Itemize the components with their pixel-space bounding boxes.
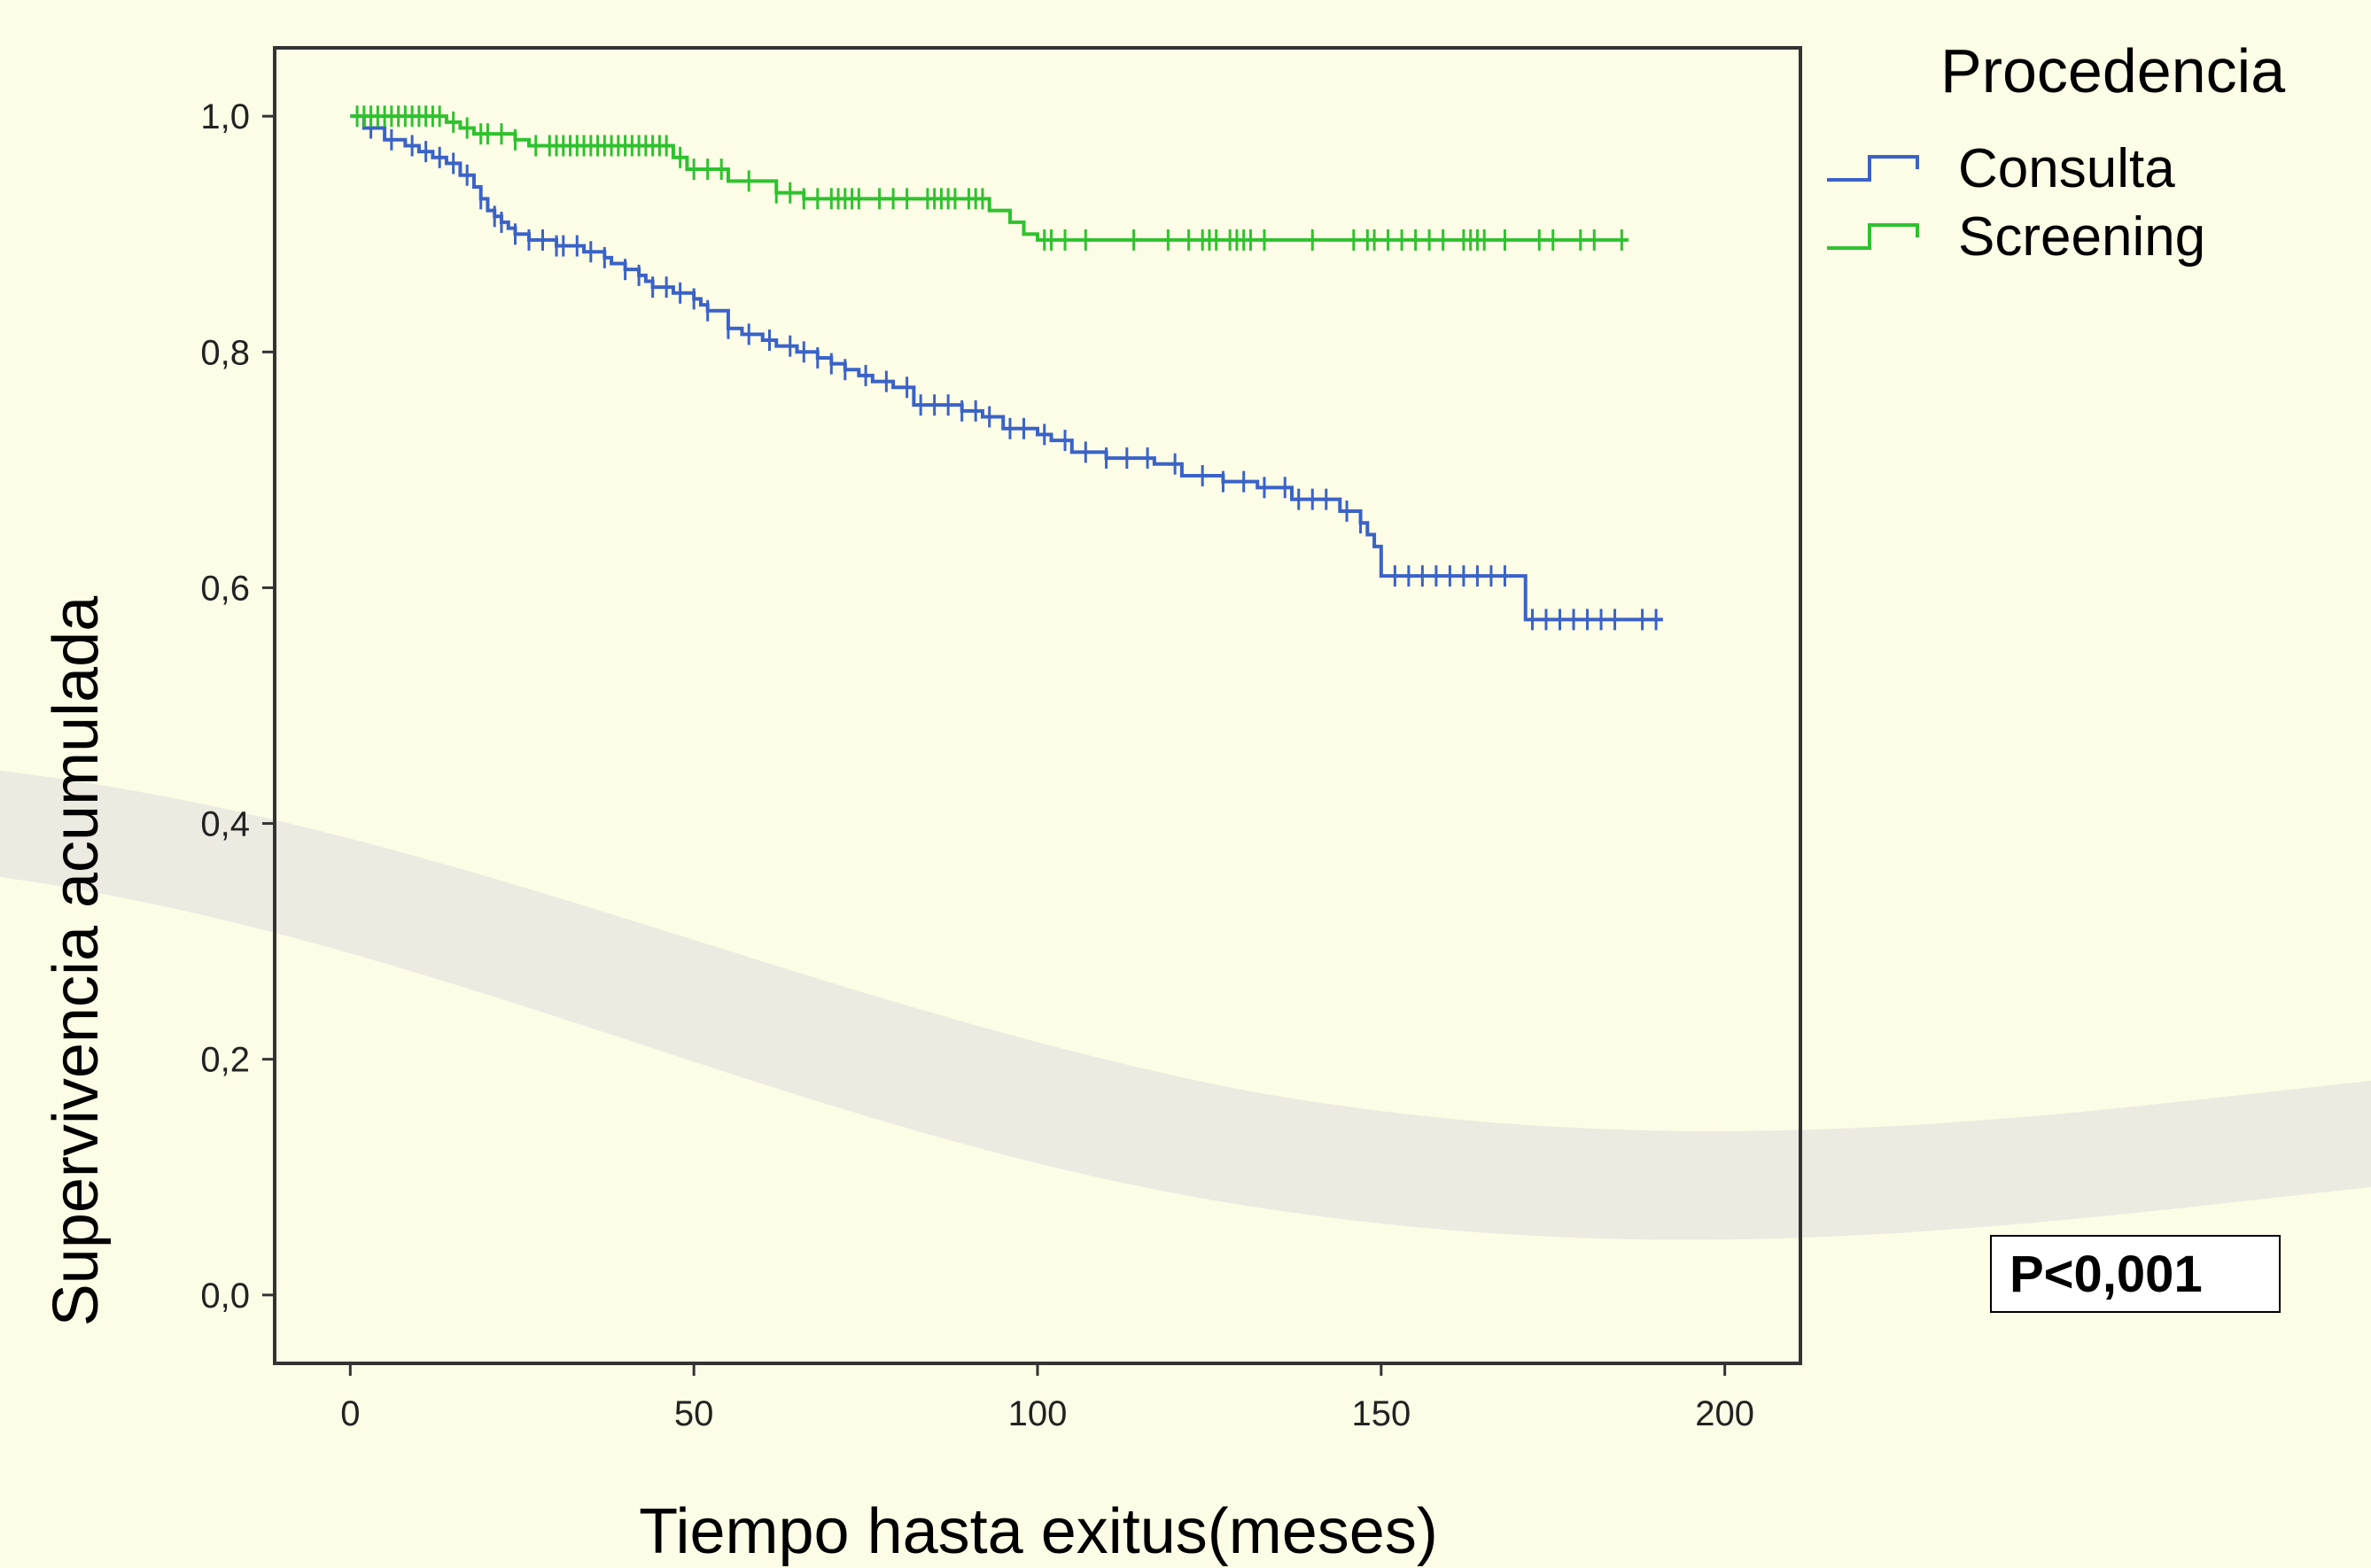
x-axis: 0 50 100 150 200 xyxy=(340,1363,1754,1433)
plot-frame xyxy=(273,46,1802,1365)
x-tick-label: 150 xyxy=(1351,1394,1411,1433)
legend-label-screening: Screening xyxy=(1958,206,2206,268)
y-tick-label: 0,0 xyxy=(200,1277,250,1316)
legend-swatch-screening xyxy=(1827,223,1919,250)
series-line-screening xyxy=(350,114,1629,242)
legend-swatch-consulta xyxy=(1827,155,1919,182)
legend-title: Procedencia xyxy=(1940,36,2286,105)
legend-item-screening: Screening xyxy=(1825,206,2205,268)
legend-label-consulta: Consulta xyxy=(1958,137,2175,199)
legend-item-consulta: Consulta xyxy=(1825,137,2175,199)
y-tick-label: 0,8 xyxy=(200,333,250,372)
y-tick-label: 1,0 xyxy=(200,97,250,136)
y-axis: 0,0 0,2 0,4 0,6 0,8 1,0 xyxy=(200,97,275,1316)
y-tick-label: 0,4 xyxy=(200,805,250,844)
y-tick-label: 0,2 xyxy=(200,1041,250,1080)
y-axis-label: Supervivencia acumulada xyxy=(41,595,112,1327)
x-tick-label: 100 xyxy=(1008,1394,1068,1433)
p-value-annotation: P<0,001 xyxy=(1990,1235,2281,1313)
y-tick-label: 0,6 xyxy=(200,569,250,608)
x-axis-label: Tiempo hasta exitus(meses) xyxy=(639,1496,1438,1567)
x-tick-label: 200 xyxy=(1695,1394,1754,1433)
background-band xyxy=(0,771,2371,1240)
x-tick-label: 0 xyxy=(340,1394,360,1433)
series-layer xyxy=(350,105,1663,631)
x-tick-label: 50 xyxy=(674,1394,714,1433)
series-line-consulta xyxy=(350,114,1663,622)
